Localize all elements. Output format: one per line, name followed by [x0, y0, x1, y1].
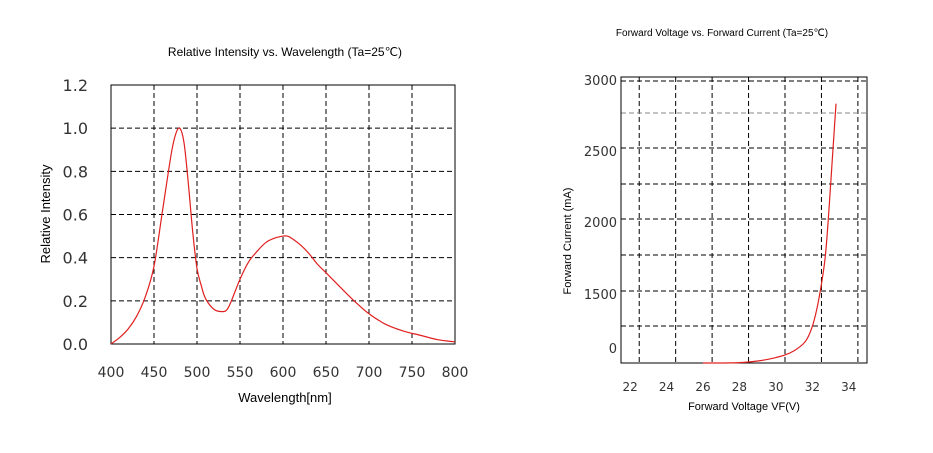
spectrum-x-tick-label: 700: [356, 365, 383, 381]
iv-x-tick-label: 30: [768, 380, 783, 394]
spectrum-chart: Relative Intensity vs. Wavelength (Ta=25…: [38, 45, 468, 405]
spectrum-chart-title: Relative Intensity vs. Wavelength (Ta=25…: [168, 45, 402, 59]
iv-x-tick-label: 34: [841, 380, 856, 394]
iv-series-line: [702, 103, 837, 364]
iv-y-tick-label: 1500: [584, 288, 617, 303]
iv-x-tick-label: 28: [732, 380, 747, 394]
iv-y-ticks: 0 1500 2000 2500 3000: [584, 74, 617, 357]
spectrum-y-tick-label: 0.0: [63, 335, 88, 354]
spectrum-x-tick-label: 650: [313, 365, 340, 381]
spectrum-x-axis-label: Wavelength[nm]: [238, 390, 331, 405]
iv-x-tick-label: 22: [622, 380, 637, 394]
iv-gridlines: [621, 77, 867, 363]
iv-y-tick-label: 2000: [584, 216, 617, 231]
spectrum-x-tick-label: 400: [98, 365, 125, 381]
spectrum-x-tick-label: 550: [227, 365, 254, 381]
spectrum-y-tick-label: 0.6: [63, 206, 88, 225]
iv-y-tick-label: 3000: [584, 74, 617, 89]
spectrum-x-tick-label: 500: [184, 365, 211, 381]
spectrum-y-tick-label: 0.4: [63, 249, 88, 268]
spectrum-y-tick-label: 0.2: [63, 292, 88, 311]
spectrum-y-tick-label: 0.8: [63, 162, 88, 181]
iv-chart-title: Forward Voltage vs. Forward Current (Ta=…: [616, 28, 828, 39]
spectrum-x-tick-label: 800: [442, 365, 469, 381]
spectrum-x-tick-label: 450: [141, 365, 168, 381]
spectrum-y-ticks: 0.0 0.2 0.4 0.6 0.8 1.0 1.2: [63, 76, 88, 354]
spectrum-x-tick-label: 600: [270, 365, 297, 381]
iv-plot-frame: [620, 76, 868, 364]
iv-x-tick-label: 32: [805, 380, 820, 394]
spectrum-y-axis-label: Relative Intensity: [38, 164, 53, 263]
iv-chart: Forward Voltage vs. Forward Current (Ta=…: [562, 28, 868, 413]
iv-x-axis-label: Forward Voltage VF(V): [688, 401, 800, 413]
iv-y-tick-label: 0: [609, 342, 617, 357]
iv-y-tick-label: 2500: [584, 145, 617, 160]
spectrum-x-tick-label: 750: [399, 365, 426, 381]
spectrum-series-line: [110, 127, 456, 345]
spectrum-y-tick-label: 1.2: [63, 76, 88, 95]
iv-y-axis-label: Forward Current (mA): [562, 188, 574, 295]
iv-x-ticks: 22 24 26 28 30 32 34: [622, 380, 856, 394]
iv-x-tick-label: 24: [659, 380, 674, 394]
spectrum-gridlines: [111, 85, 455, 344]
iv-x-tick-label: 26: [695, 380, 710, 394]
spectrum-y-tick-label: 1.0: [63, 119, 88, 138]
spectrum-plot-frame: [110, 84, 456, 345]
spectrum-x-ticks: 400 450 500 550 600 650 700 750 800: [98, 365, 469, 381]
